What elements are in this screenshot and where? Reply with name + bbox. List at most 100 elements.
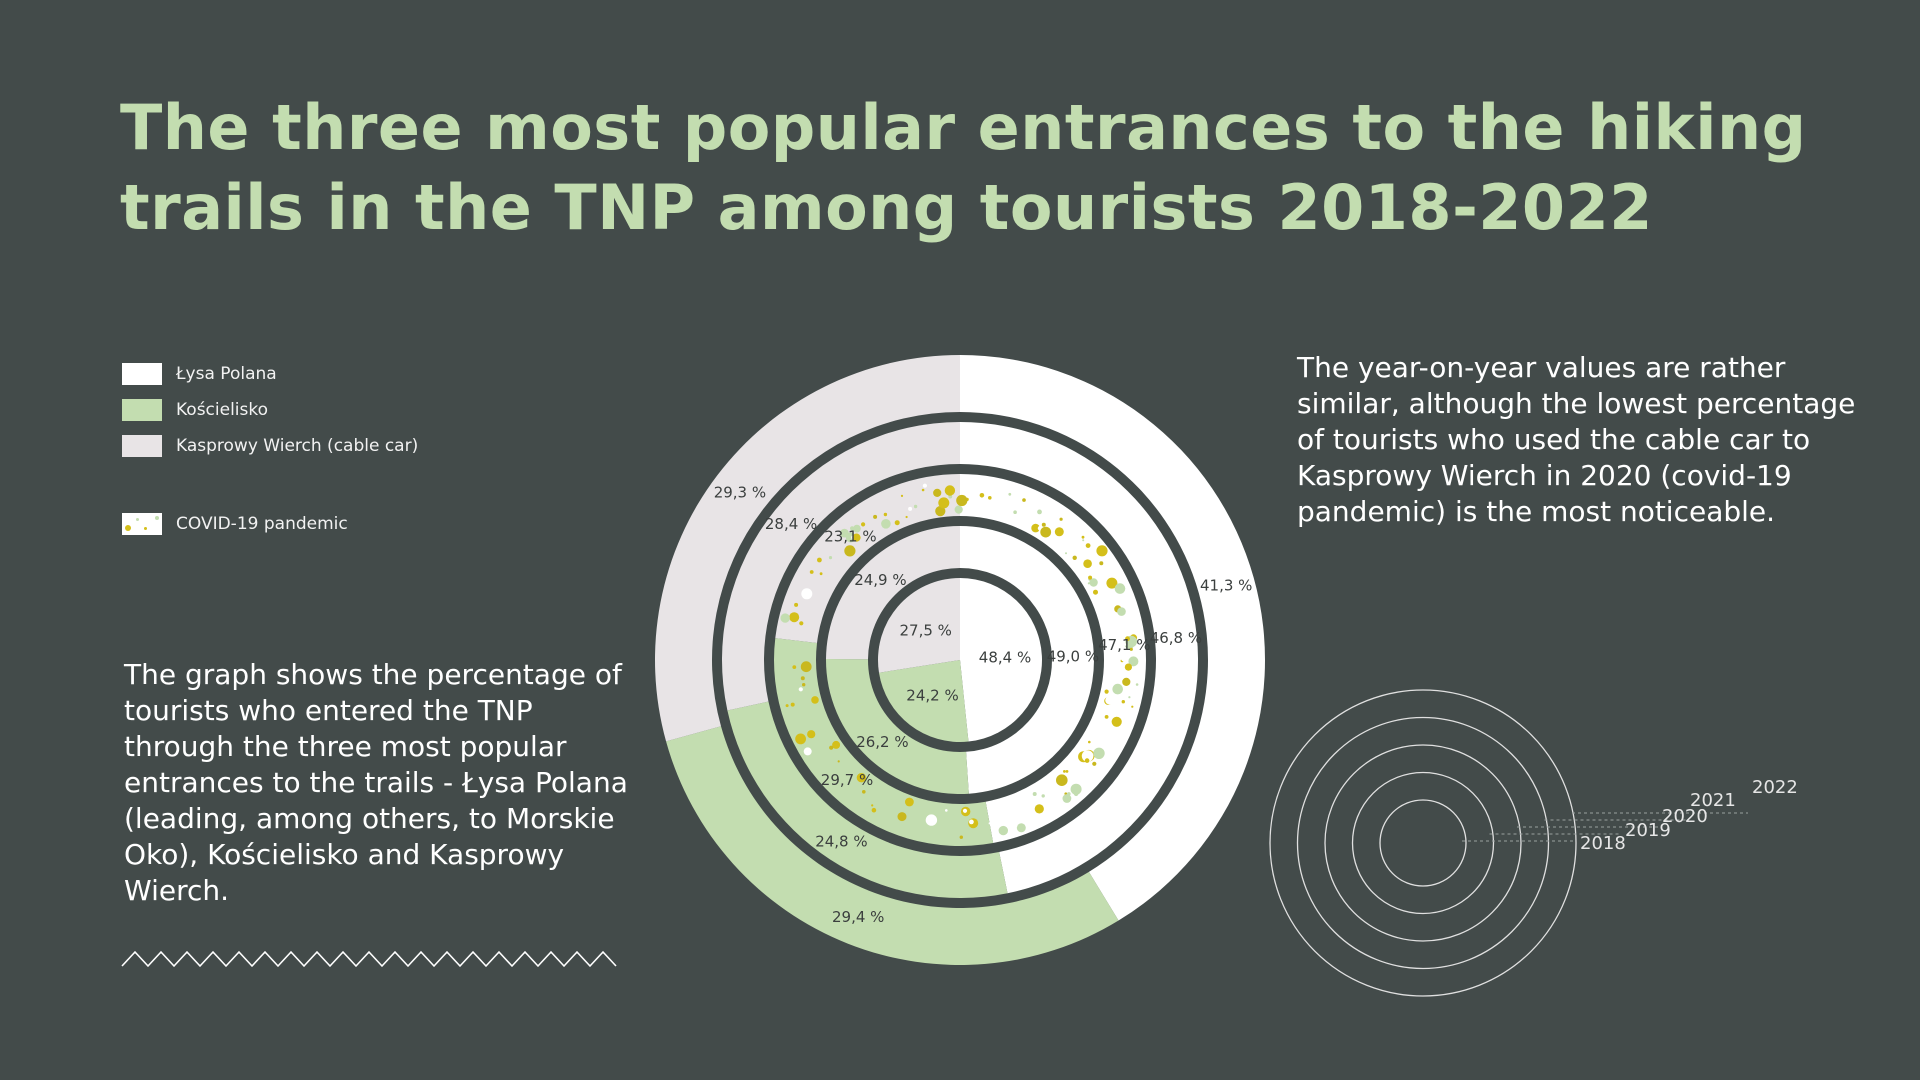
covid-dot	[1128, 656, 1139, 667]
covid-dot	[920, 805, 924, 808]
covid-dot	[1096, 545, 1108, 557]
covid-dot	[962, 808, 968, 813]
covid-dot	[840, 528, 849, 538]
data-label-koscielisko-2018: 24,2 %	[906, 687, 958, 705]
covid-dot	[1041, 522, 1046, 527]
covid-dot	[799, 621, 804, 626]
covid-dot	[1129, 647, 1133, 651]
legend-swatch-koscielisko	[122, 399, 162, 421]
covid-dot	[871, 804, 874, 807]
covid-dot	[1063, 770, 1066, 773]
covid-dot	[795, 733, 806, 745]
covid-dot	[1093, 747, 1105, 759]
covid-dot	[944, 485, 956, 496]
data-label-kasprowy-2018: 27,5 %	[899, 622, 951, 640]
covid-dot	[1056, 774, 1068, 786]
covid-dot	[811, 696, 819, 704]
covid-dot	[988, 496, 992, 500]
data-label-kasprowy-2019: 24,9 %	[854, 571, 906, 589]
covid-dot	[809, 570, 814, 574]
covid-dot	[959, 835, 963, 839]
data-label-lysa-2019: 49,0 %	[1047, 647, 1099, 665]
data-label-koscielisko-2022: 29,4 %	[832, 908, 884, 926]
covid-dot	[1040, 526, 1052, 538]
covid-dot	[952, 823, 965, 835]
legend-label-lysa: Łysa Polana	[176, 364, 277, 384]
covid-dot	[922, 483, 928, 488]
covid-dot	[1059, 517, 1063, 521]
covid-dot	[938, 497, 950, 509]
covid-dot	[1128, 696, 1131, 699]
covid-dot	[1125, 636, 1130, 642]
covid-dot	[1072, 555, 1077, 560]
year-key-label-2022: 2022	[1752, 777, 1798, 798]
covid-dot	[1006, 818, 1018, 830]
covid-dot	[792, 665, 797, 669]
segment-lysa-2018	[960, 578, 1042, 742]
covid-dot	[900, 494, 904, 497]
segment-koscielisko-2021	[727, 701, 1008, 898]
covid-dot	[1089, 578, 1098, 587]
covid-dot	[844, 545, 856, 557]
covid-dot	[1114, 583, 1126, 594]
segment-koscielisko-2022	[666, 726, 1119, 965]
year-key-label-2020: 2020	[1662, 806, 1708, 827]
covid-dot	[998, 825, 1008, 836]
covid-dot	[1104, 715, 1109, 719]
legend-swatch-lysa	[122, 363, 162, 385]
covid-dot	[883, 512, 888, 517]
covid-dot	[1092, 761, 1097, 766]
segment-kasprowy-2022	[655, 355, 960, 742]
covid-dot	[897, 812, 907, 822]
covid-dot	[1082, 539, 1085, 542]
covid-dot	[1022, 498, 1026, 502]
covid-dot	[862, 790, 866, 794]
covid-dot	[1121, 700, 1126, 704]
covid-dot	[794, 602, 799, 607]
chart-labels: 48,4 % 24,2 % 27,5 % 49,0 % 26,2 % 24,9 % 47,1…	[714, 484, 1253, 926]
covid-dot	[1083, 559, 1092, 568]
covid-dot	[1088, 575, 1093, 580]
covid-dot	[832, 740, 841, 749]
covid-dot	[921, 488, 925, 492]
covid-dot	[856, 773, 867, 783]
data-label-koscielisko-2019: 26,2 %	[856, 733, 908, 751]
covid-dot	[913, 504, 918, 509]
covid-dot	[1008, 492, 1012, 496]
covid-dot	[801, 588, 813, 600]
covid-dot	[1120, 654, 1129, 662]
covid-dot	[861, 522, 866, 527]
data-label-lysa-2022: 41,3 %	[1200, 576, 1252, 594]
covid-dot	[1122, 677, 1131, 687]
covid-dot	[814, 728, 827, 741]
legend-swatch-covid	[122, 513, 162, 535]
data-label-lysa-2021: 46,8 %	[1150, 629, 1202, 647]
covid-dot	[1031, 523, 1040, 533]
covid-dot	[945, 809, 948, 812]
covid-dot	[905, 797, 914, 807]
segment-kasprowy-2021	[721, 422, 960, 711]
legend-item-lysa: Łysa Polana	[122, 356, 418, 392]
segment-lysa-2021	[960, 422, 1199, 894]
covid-dot	[894, 520, 900, 526]
covid-dot	[853, 524, 861, 533]
covid-dot	[798, 687, 803, 692]
covid-dot	[1117, 607, 1126, 616]
year-key-label-2019: 2019	[1625, 820, 1671, 841]
covid-dot	[802, 683, 806, 687]
covid-dot	[1129, 631, 1133, 634]
legend-label-kasprowy: Kasprowy Wierch (cable car)	[176, 436, 419, 456]
covid-dot	[1016, 823, 1026, 833]
covid-dot	[850, 526, 855, 531]
covid-dot	[954, 505, 963, 514]
covid-dot	[819, 572, 823, 576]
data-label-lysa-2018: 48,4 %	[979, 649, 1031, 667]
segment-lysa-2019	[960, 526, 1094, 794]
covid-dot	[1084, 758, 1090, 763]
covid-dot	[969, 819, 974, 825]
covid-dot	[852, 533, 861, 542]
covid-dot	[871, 807, 877, 813]
covid-dots	[780, 483, 1139, 839]
